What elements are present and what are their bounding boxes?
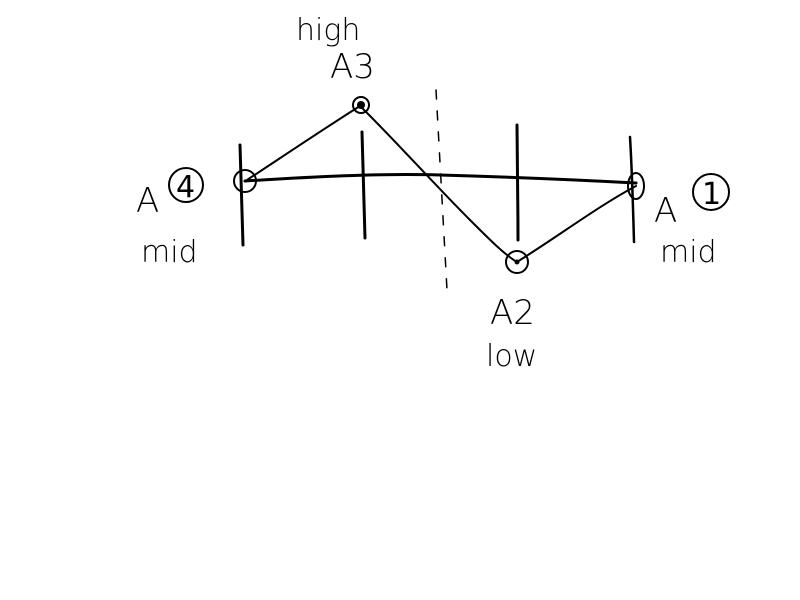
label-a4-level: mid (141, 235, 198, 270)
node-a3-circle (352, 96, 370, 114)
label-a1-letter: A (654, 191, 677, 231)
node-a3-dot (357, 101, 365, 109)
tick-line-a4 (238, 143, 245, 247)
tick-line-a3 (360, 130, 367, 240)
label-a1-num: 1 (702, 177, 721, 212)
node-a2-dot (514, 259, 520, 265)
label-a1-level: mid (660, 235, 717, 270)
label-a4-letter: A (136, 181, 159, 221)
mid-line (243, 172, 638, 185)
tick-line-a2 (515, 123, 520, 242)
node-a1-circle (627, 172, 645, 200)
label-a3-name: A3 (330, 47, 375, 87)
label-a4-num: 4 (176, 170, 195, 205)
contour-line (246, 105, 637, 263)
label-a4-num-circle (168, 167, 204, 203)
node-a4-circle (233, 169, 257, 193)
label-a3-level: high (296, 13, 360, 48)
label-a2-level: low (486, 339, 537, 374)
label-a2-name: A2 (490, 293, 535, 333)
label-a1-num-circle (692, 173, 730, 211)
node-a2-circle (505, 250, 529, 274)
